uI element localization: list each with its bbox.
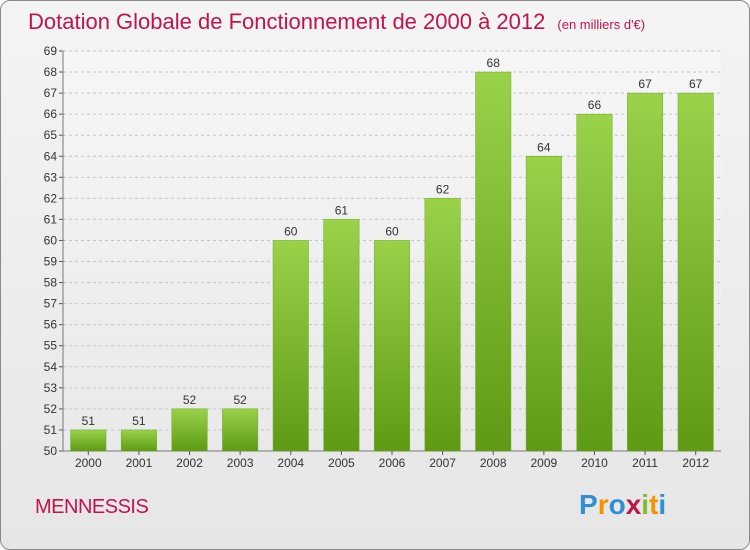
x-tick-label: 2005 bbox=[328, 456, 355, 470]
chart-unit: (en milliers d'€) bbox=[557, 17, 646, 32]
y-tick-label: 58 bbox=[44, 276, 58, 290]
y-tick-label: 53 bbox=[44, 381, 58, 395]
x-tick-label: 2007 bbox=[429, 456, 456, 470]
bar bbox=[222, 408, 259, 452]
logo-letter: t bbox=[649, 489, 659, 520]
y-tick-label: 55 bbox=[44, 339, 58, 353]
x-tick-label: 2008 bbox=[480, 456, 507, 470]
y-tick-label: 59 bbox=[44, 255, 58, 269]
data-label: 60 bbox=[385, 224, 399, 238]
y-tick-label: 67 bbox=[44, 86, 58, 100]
proxiti-logo: Proxiti bbox=[579, 489, 666, 521]
data-label: 52 bbox=[233, 393, 247, 407]
y-tick-label: 57 bbox=[44, 297, 58, 311]
data-label: 64 bbox=[537, 140, 551, 154]
y-tick-label: 56 bbox=[44, 318, 58, 332]
logo-letter: i bbox=[658, 489, 667, 520]
x-tick-label: 2000 bbox=[75, 456, 102, 470]
logo-letter: i bbox=[641, 489, 650, 520]
data-label: 51 bbox=[82, 414, 96, 428]
bar bbox=[424, 198, 461, 452]
bar bbox=[120, 429, 157, 452]
y-tick-label: 64 bbox=[44, 149, 58, 163]
logo-letter: r bbox=[597, 489, 609, 520]
y-tick-label: 68 bbox=[44, 65, 58, 79]
x-tick-label: 2011 bbox=[632, 456, 658, 470]
bar bbox=[70, 429, 107, 452]
data-label: 66 bbox=[588, 98, 602, 112]
bar bbox=[677, 92, 714, 452]
x-tick-label: 2010 bbox=[581, 456, 608, 470]
data-label: 52 bbox=[183, 393, 197, 407]
x-tick-label: 2004 bbox=[277, 456, 304, 470]
logo-letter: x bbox=[625, 489, 642, 520]
y-tick-label: 66 bbox=[44, 107, 58, 121]
x-tick-label: 2001 bbox=[126, 456, 153, 470]
bar bbox=[627, 92, 664, 452]
y-tick-label: 63 bbox=[44, 170, 58, 184]
y-tick-label: 60 bbox=[44, 233, 58, 247]
x-tick-label: 2002 bbox=[176, 456, 203, 470]
y-tick-label: 50 bbox=[44, 444, 58, 458]
y-tick-label: 62 bbox=[44, 191, 58, 205]
bar bbox=[171, 408, 208, 452]
y-tick-label: 65 bbox=[44, 128, 58, 142]
bar bbox=[525, 156, 562, 452]
data-label: 51 bbox=[132, 414, 146, 428]
commune-name: MENNESSIS bbox=[35, 496, 149, 518]
logo-letter: P bbox=[579, 489, 598, 520]
data-label: 67 bbox=[638, 77, 652, 91]
bar bbox=[576, 113, 613, 452]
bar bbox=[272, 240, 309, 452]
y-tick-label: 52 bbox=[44, 402, 58, 416]
y-tick-label: 69 bbox=[44, 44, 58, 58]
x-tick-label: 2006 bbox=[379, 456, 406, 470]
bar bbox=[374, 240, 410, 452]
bar bbox=[475, 71, 512, 452]
x-tick-label: 2003 bbox=[227, 456, 254, 470]
data-label: 62 bbox=[436, 182, 450, 196]
y-tick-label: 54 bbox=[44, 360, 58, 374]
bar bbox=[323, 219, 360, 452]
data-label: 68 bbox=[487, 56, 501, 70]
chart-title-text: Dotation Globale de Fonctionnement de 20… bbox=[28, 9, 546, 34]
y-tick-label: 61 bbox=[44, 212, 58, 226]
data-label: 67 bbox=[689, 77, 703, 91]
x-tick-label: 2012 bbox=[682, 456, 709, 470]
y-tick-label: 51 bbox=[44, 423, 58, 437]
chart-title: Dotation Globale de Fonctionnement de 20… bbox=[28, 9, 645, 35]
data-label: 60 bbox=[284, 224, 298, 238]
data-label: 61 bbox=[335, 203, 349, 217]
logo-letter: o bbox=[608, 489, 626, 520]
x-tick-label: 2009 bbox=[530, 456, 557, 470]
